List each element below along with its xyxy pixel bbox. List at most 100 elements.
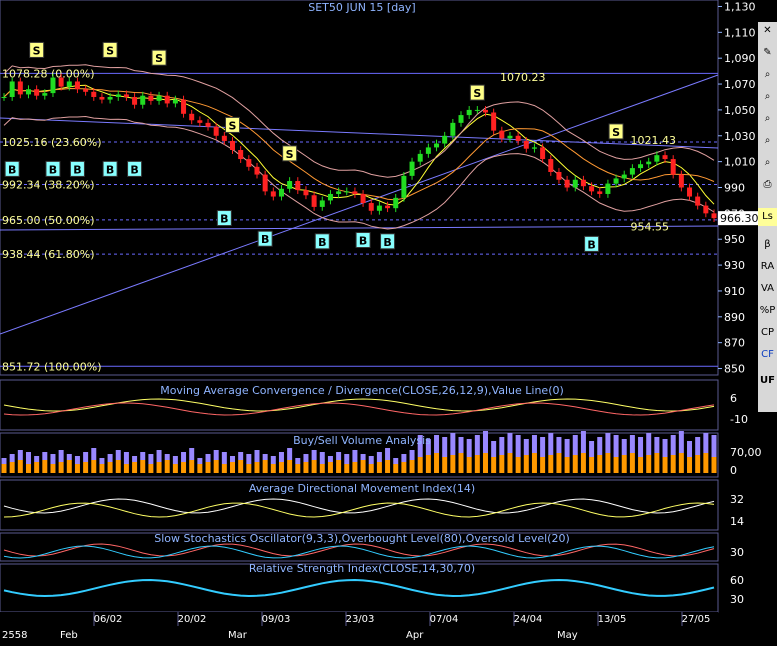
volume-bar-sell-42 — [344, 464, 350, 473]
signal-label-16: B — [383, 236, 391, 249]
y-tick-label-12: 1,090 — [724, 52, 756, 65]
toolbar-btn-8[interactable]: ⎙ — [763, 179, 772, 190]
volume-bar-sell-61 — [499, 455, 505, 473]
volume-bar-sell-35 — [287, 460, 293, 473]
panel2-tick-1: 0 — [730, 464, 737, 477]
adx-panel-frame — [0, 479, 719, 531]
volume-bar-sell-0 — [1, 464, 7, 473]
trendline-lower — [0, 225, 719, 231]
toolbar-item-ra[interactable]: RA — [760, 261, 775, 272]
signal-box-16 — [380, 233, 396, 250]
candle-body-53 — [434, 143, 440, 148]
volume-bar-buy-6 — [50, 454, 56, 464]
candle-body-13 — [107, 96, 113, 100]
volume-bar-buy-53 — [434, 435, 440, 453]
volume-bar-buy-41 — [336, 452, 342, 460]
volume-bar-sell-70 — [572, 455, 578, 473]
candle-body-68 — [556, 171, 562, 180]
candle-body-4 — [34, 89, 40, 96]
candle-body-54 — [442, 135, 448, 144]
volume-bar-sell-5 — [42, 460, 48, 473]
volume-bar-buy-62 — [507, 433, 513, 453]
toolbar-btn-6[interactable]: ⌕ — [764, 135, 771, 146]
y-tick-label-9: 1,030 — [724, 130, 756, 143]
candle-body-12 — [99, 96, 105, 100]
candle-body-59 — [482, 109, 488, 113]
volume-bar-sell-3 — [25, 464, 31, 473]
volume-bar-sell-38 — [311, 460, 317, 473]
x-date-label-6: 13/05 — [598, 614, 627, 625]
candle-body-5 — [42, 93, 48, 96]
candle-body-6 — [50, 77, 56, 94]
volume-bar-buy-40 — [327, 456, 333, 462]
candle-body-25 — [205, 122, 211, 127]
toolbar-btn-4[interactable]: ⌕ — [764, 91, 771, 102]
volume-bar-buy-72 — [589, 441, 595, 457]
toolbar-btn-2[interactable]: ✎ — [763, 47, 772, 58]
volume-bar-sell-36 — [295, 464, 301, 473]
toolbar-btn-7[interactable]: ⌕ — [764, 157, 771, 168]
price-layer: 1078.28 (0.00%) 1025.16 (23.60%) 992.34 (3… — [0, 41, 719, 373]
volume-bar-sell-15 — [123, 464, 129, 473]
volume-bar-sell-12 — [99, 464, 105, 473]
volume-bar-buy-79 — [646, 433, 652, 455]
candle-body-66 — [540, 147, 546, 160]
toolbar-item-beta[interactable]: β — [764, 239, 771, 250]
candle-body-51 — [417, 153, 423, 162]
x-month-label-2: Mar — [228, 630, 248, 641]
volume-bar-buy-12 — [99, 458, 105, 464]
panel5-tick-1: 30 — [730, 593, 744, 606]
volume-bar-buy-85 — [695, 437, 701, 455]
candle-body-39 — [319, 200, 325, 207]
signal-label-3: S — [229, 119, 237, 132]
volume-bar-sell-59 — [482, 453, 488, 473]
candle-body-37 — [303, 190, 309, 196]
signal-label-17: B — [587, 238, 595, 251]
macd-signal-line — [3, 402, 715, 416]
annotation-1: 1021.43 — [631, 134, 677, 147]
volume-bar-sell-47 — [385, 460, 391, 473]
toolbar-btn-1[interactable]: ✕ — [763, 25, 772, 36]
axis-layer: 8508708909109309509709901,0101,0301,0501… — [0, 0, 762, 642]
volume-bar-buy-78 — [638, 437, 644, 457]
ma-fast-line — [3, 84, 715, 206]
toolbar-btn-3[interactable]: ⌕ — [764, 69, 771, 80]
signal-box-8 — [45, 160, 61, 177]
volume-title: Buy/Sell Volume Analysis — [293, 434, 431, 447]
toolbar-item-cf[interactable]: CF — [761, 349, 774, 360]
trendline-upper — [0, 117, 719, 149]
x-month-label-3: Apr — [406, 630, 424, 641]
volume-bar-buy-60 — [491, 441, 497, 457]
volume-bar-buy-82 — [670, 435, 676, 455]
volume-bar-buy-64 — [523, 439, 529, 455]
signal-label-12: B — [220, 213, 228, 226]
toolbar-item-pct[interactable]: %P — [759, 305, 776, 316]
band-lower-line — [3, 115, 715, 230]
volume-bar-buy-20 — [164, 454, 170, 460]
toolbar-btn-5[interactable]: ⌕ — [764, 113, 771, 124]
volume-bar-buy-76 — [621, 439, 627, 455]
annotation-2: 954.55 — [631, 220, 670, 233]
signal-label-5: S — [473, 87, 481, 100]
volume-bar-sell-45 — [368, 464, 374, 473]
macd-line — [3, 398, 715, 412]
toolbar-item-va[interactable]: VA — [760, 283, 775, 294]
x-date-label-7: 27/05 — [682, 614, 711, 625]
volume-bar-sell-65 — [531, 453, 537, 473]
volume-bar-sell-21 — [172, 464, 178, 473]
panel4-tick-0: 30 — [730, 546, 744, 559]
signal-box-7 — [4, 160, 20, 177]
adx-title: Average Directional Movement Index(14) — [249, 482, 475, 495]
toolbar-item-uf[interactable]: UF — [760, 375, 775, 386]
volume-bar-buy-39 — [319, 452, 325, 464]
candle-body-27 — [221, 135, 227, 141]
volume-bar-buy-3 — [25, 452, 31, 464]
volume-bar-sell-16 — [132, 462, 138, 473]
candle-body-74 — [605, 183, 611, 194]
fib-label-4: 938.44 (61.80%) — [2, 248, 95, 261]
toolbar-btn-ls[interactable]: Ls — [758, 208, 777, 226]
toolbar-item-cp[interactable]: CP — [760, 327, 774, 338]
volume-bar-buy-70 — [572, 435, 578, 455]
volume-bar-buy-4 — [34, 456, 40, 462]
